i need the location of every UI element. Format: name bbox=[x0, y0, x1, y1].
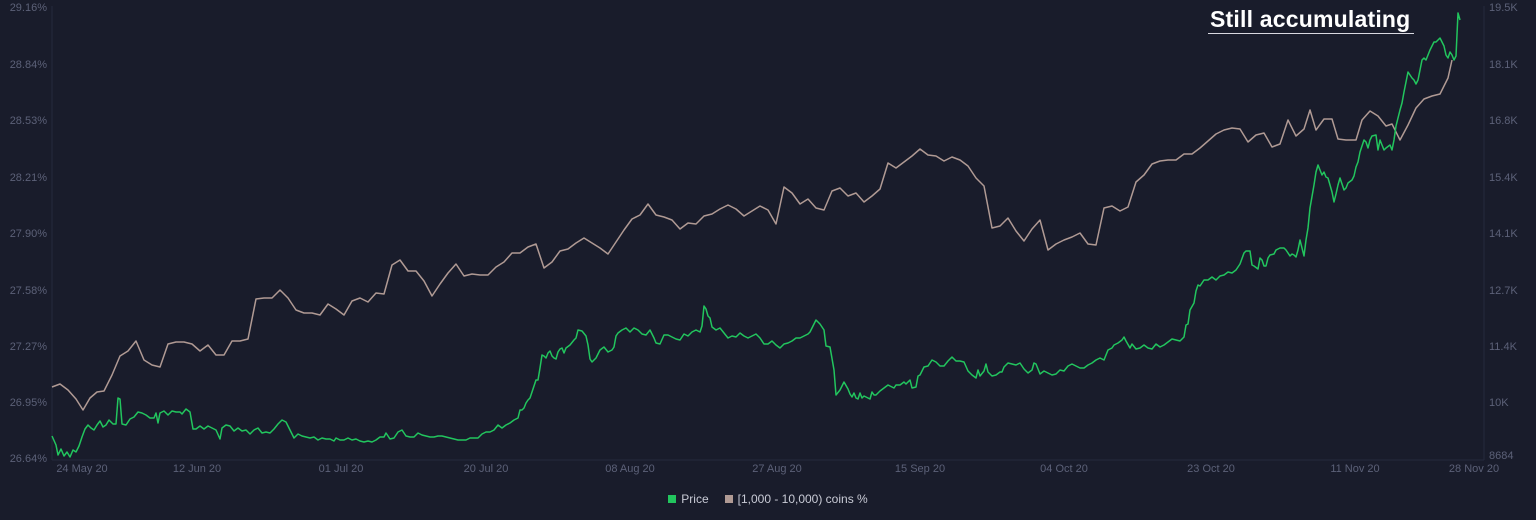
legend-item-price[interactable]: Price bbox=[668, 492, 709, 506]
x-tick: 27 Aug 20 bbox=[752, 463, 802, 475]
x-tick: 04 Oct 20 bbox=[1040, 463, 1088, 475]
legend-swatch-icon bbox=[668, 495, 677, 503]
legend-swatch-icon bbox=[724, 495, 733, 503]
y-right-tick: 16.8K bbox=[1489, 115, 1518, 127]
annotation-underline bbox=[1208, 33, 1414, 34]
y-left-tick: 26.95% bbox=[9, 397, 47, 409]
y-right-tick: 10K bbox=[1489, 397, 1509, 409]
y-left-tick: 28.53% bbox=[9, 115, 47, 127]
y-left-tick: 29.16% bbox=[9, 2, 47, 14]
y-left-tick: 27.27% bbox=[9, 341, 47, 353]
x-tick: 24 May 20 bbox=[56, 463, 108, 475]
y-right-tick: 19.5K bbox=[1489, 2, 1518, 14]
x-tick: 20 Jul 20 bbox=[463, 463, 509, 475]
y-right-tick: 18.1K bbox=[1489, 59, 1518, 71]
y-left-tick: 28.21% bbox=[9, 172, 47, 184]
chart-legend: Price [1,000 - 10,000) coins % bbox=[0, 492, 1536, 506]
y-right-tick: 15.4K bbox=[1489, 172, 1518, 184]
y-right-tick: 14.1K bbox=[1489, 228, 1518, 240]
x-tick: 12 Jun 20 bbox=[172, 463, 222, 475]
y-left-tick: 27.90% bbox=[9, 228, 47, 240]
y-right-tick: 8684 bbox=[1489, 450, 1514, 462]
price-series-line bbox=[51, 12, 1461, 458]
legend-label: [1,000 - 10,000) coins % bbox=[737, 492, 868, 506]
legend-label: Price bbox=[681, 492, 709, 506]
x-tick: 01 Jul 20 bbox=[318, 463, 364, 475]
y-right-tick: 12.7K bbox=[1489, 285, 1518, 297]
y-left-tick: 28.84% bbox=[9, 59, 47, 71]
y-right-tick: 11.4K bbox=[1489, 341, 1517, 353]
x-tick: 28 Nov 20 bbox=[1448, 463, 1500, 475]
holdings-series-line bbox=[51, 59, 1453, 411]
x-tick: 15 Sep 20 bbox=[894, 463, 946, 475]
x-tick: 08 Aug 20 bbox=[605, 463, 655, 475]
chart-annotation: Still accumulating bbox=[1210, 6, 1411, 32]
y-left-tick: 26.64% bbox=[9, 453, 47, 465]
x-tick: 11 Nov 20 bbox=[1330, 463, 1380, 475]
y-left-tick: 27.58% bbox=[9, 285, 47, 297]
legend-item-holdings[interactable]: [1,000 - 10,000) coins % bbox=[724, 492, 868, 506]
x-tick: 23 Oct 20 bbox=[1187, 463, 1235, 475]
